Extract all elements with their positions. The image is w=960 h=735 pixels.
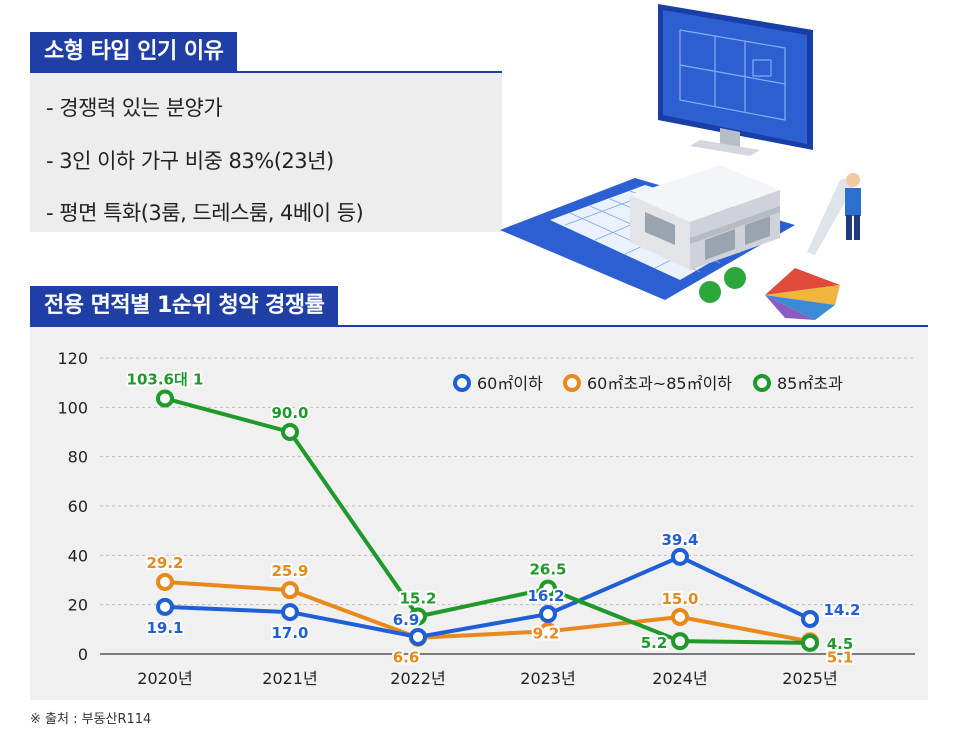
data-point bbox=[801, 633, 819, 652]
data-point bbox=[281, 581, 299, 600]
tree-icon bbox=[699, 281, 721, 303]
data-label: 17.0 bbox=[271, 624, 308, 642]
data-point bbox=[409, 627, 427, 646]
building-icon bbox=[630, 165, 780, 270]
data-point bbox=[539, 605, 557, 624]
reason-item-price: - 경쟁력 있는 분양가 bbox=[46, 96, 223, 120]
series-line-0 bbox=[164, 554, 811, 639]
data-label: 6.9 bbox=[393, 611, 420, 629]
x-tick-label: 2024년 bbox=[652, 669, 707, 688]
chart-title-rule bbox=[30, 325, 928, 327]
data-point bbox=[539, 579, 557, 598]
architecture-illustration bbox=[500, 4, 861, 320]
series-line-2 bbox=[164, 396, 811, 645]
y-tick-label: 120 bbox=[57, 349, 88, 368]
x-tick-label: 2023년 bbox=[520, 669, 575, 688]
legend-marker bbox=[753, 374, 771, 392]
data-point bbox=[156, 389, 174, 408]
y-tick-label: 40 bbox=[68, 546, 88, 565]
data-label: 103.6대 1 bbox=[127, 370, 204, 388]
source-note: ※ 출처 : 부동산R114 bbox=[30, 712, 152, 727]
legend-label: 60㎡초과~85㎡이하 bbox=[587, 374, 732, 393]
reasons-title-rule bbox=[30, 71, 502, 73]
data-label: 90.0 bbox=[271, 404, 308, 422]
data-label: 29.2 bbox=[146, 554, 183, 572]
data-label: 5.2 bbox=[641, 634, 668, 652]
y-tick-label: 20 bbox=[68, 596, 88, 615]
data-label: 4.5 bbox=[827, 635, 854, 653]
x-tick-label: 2022년 bbox=[390, 669, 445, 688]
legend-marker bbox=[453, 374, 471, 392]
y-tick-label: 0 bbox=[78, 645, 88, 664]
legend-label: 60㎡이하 bbox=[477, 374, 543, 393]
data-label: 15.0 bbox=[661, 590, 698, 608]
data-label: 14.2 bbox=[823, 601, 860, 619]
reason-item-household: - 3인 이하 가구 비중 83%(23년) bbox=[46, 149, 334, 173]
reason-item-floorplan: - 평면 특화(3룸, 드레스룸, 4베이 등) bbox=[46, 201, 364, 225]
data-point bbox=[671, 632, 689, 651]
x-tick-label: 2025년 bbox=[782, 669, 837, 688]
data-label: 39.4 bbox=[661, 531, 698, 549]
data-point bbox=[156, 597, 174, 616]
data-label: 16.2 bbox=[527, 587, 564, 605]
reasons-panel bbox=[30, 72, 502, 232]
legend-label: 85㎡초과 bbox=[777, 374, 843, 393]
tree-icon bbox=[724, 267, 746, 289]
data-point bbox=[156, 572, 174, 591]
data-label: 5.1 bbox=[827, 648, 854, 666]
data-point bbox=[671, 547, 689, 566]
data-point bbox=[671, 608, 689, 626]
architect-figure-icon bbox=[807, 173, 861, 255]
data-point bbox=[801, 609, 819, 628]
data-point bbox=[409, 607, 427, 626]
chart-title: 전용 면적별 1순위 청약 경쟁률 bbox=[30, 286, 339, 326]
data-label: 6.6 bbox=[393, 649, 420, 667]
x-tick-label: 2020년 bbox=[137, 669, 192, 688]
data-label: 25.9 bbox=[271, 562, 308, 580]
legend-marker bbox=[563, 374, 581, 392]
chart-background bbox=[30, 327, 928, 700]
data-label: 26.5 bbox=[529, 561, 566, 579]
color-swatch-icon bbox=[765, 268, 840, 320]
data-label: 15.2 bbox=[399, 590, 436, 608]
y-tick-label: 60 bbox=[68, 497, 88, 516]
data-label: 19.1 bbox=[146, 619, 183, 637]
data-label: 9.2 bbox=[533, 624, 560, 642]
data-point bbox=[281, 423, 299, 441]
x-tick-label: 2021년 bbox=[262, 669, 317, 688]
reasons-title: 소형 타입 인기 이유 bbox=[30, 32, 238, 72]
series-line-1 bbox=[164, 579, 811, 644]
y-tick-label: 80 bbox=[68, 448, 88, 467]
monitor-icon bbox=[658, 4, 813, 156]
y-tick-label: 100 bbox=[57, 398, 88, 417]
data-point bbox=[539, 622, 557, 641]
data-point bbox=[281, 603, 299, 622]
